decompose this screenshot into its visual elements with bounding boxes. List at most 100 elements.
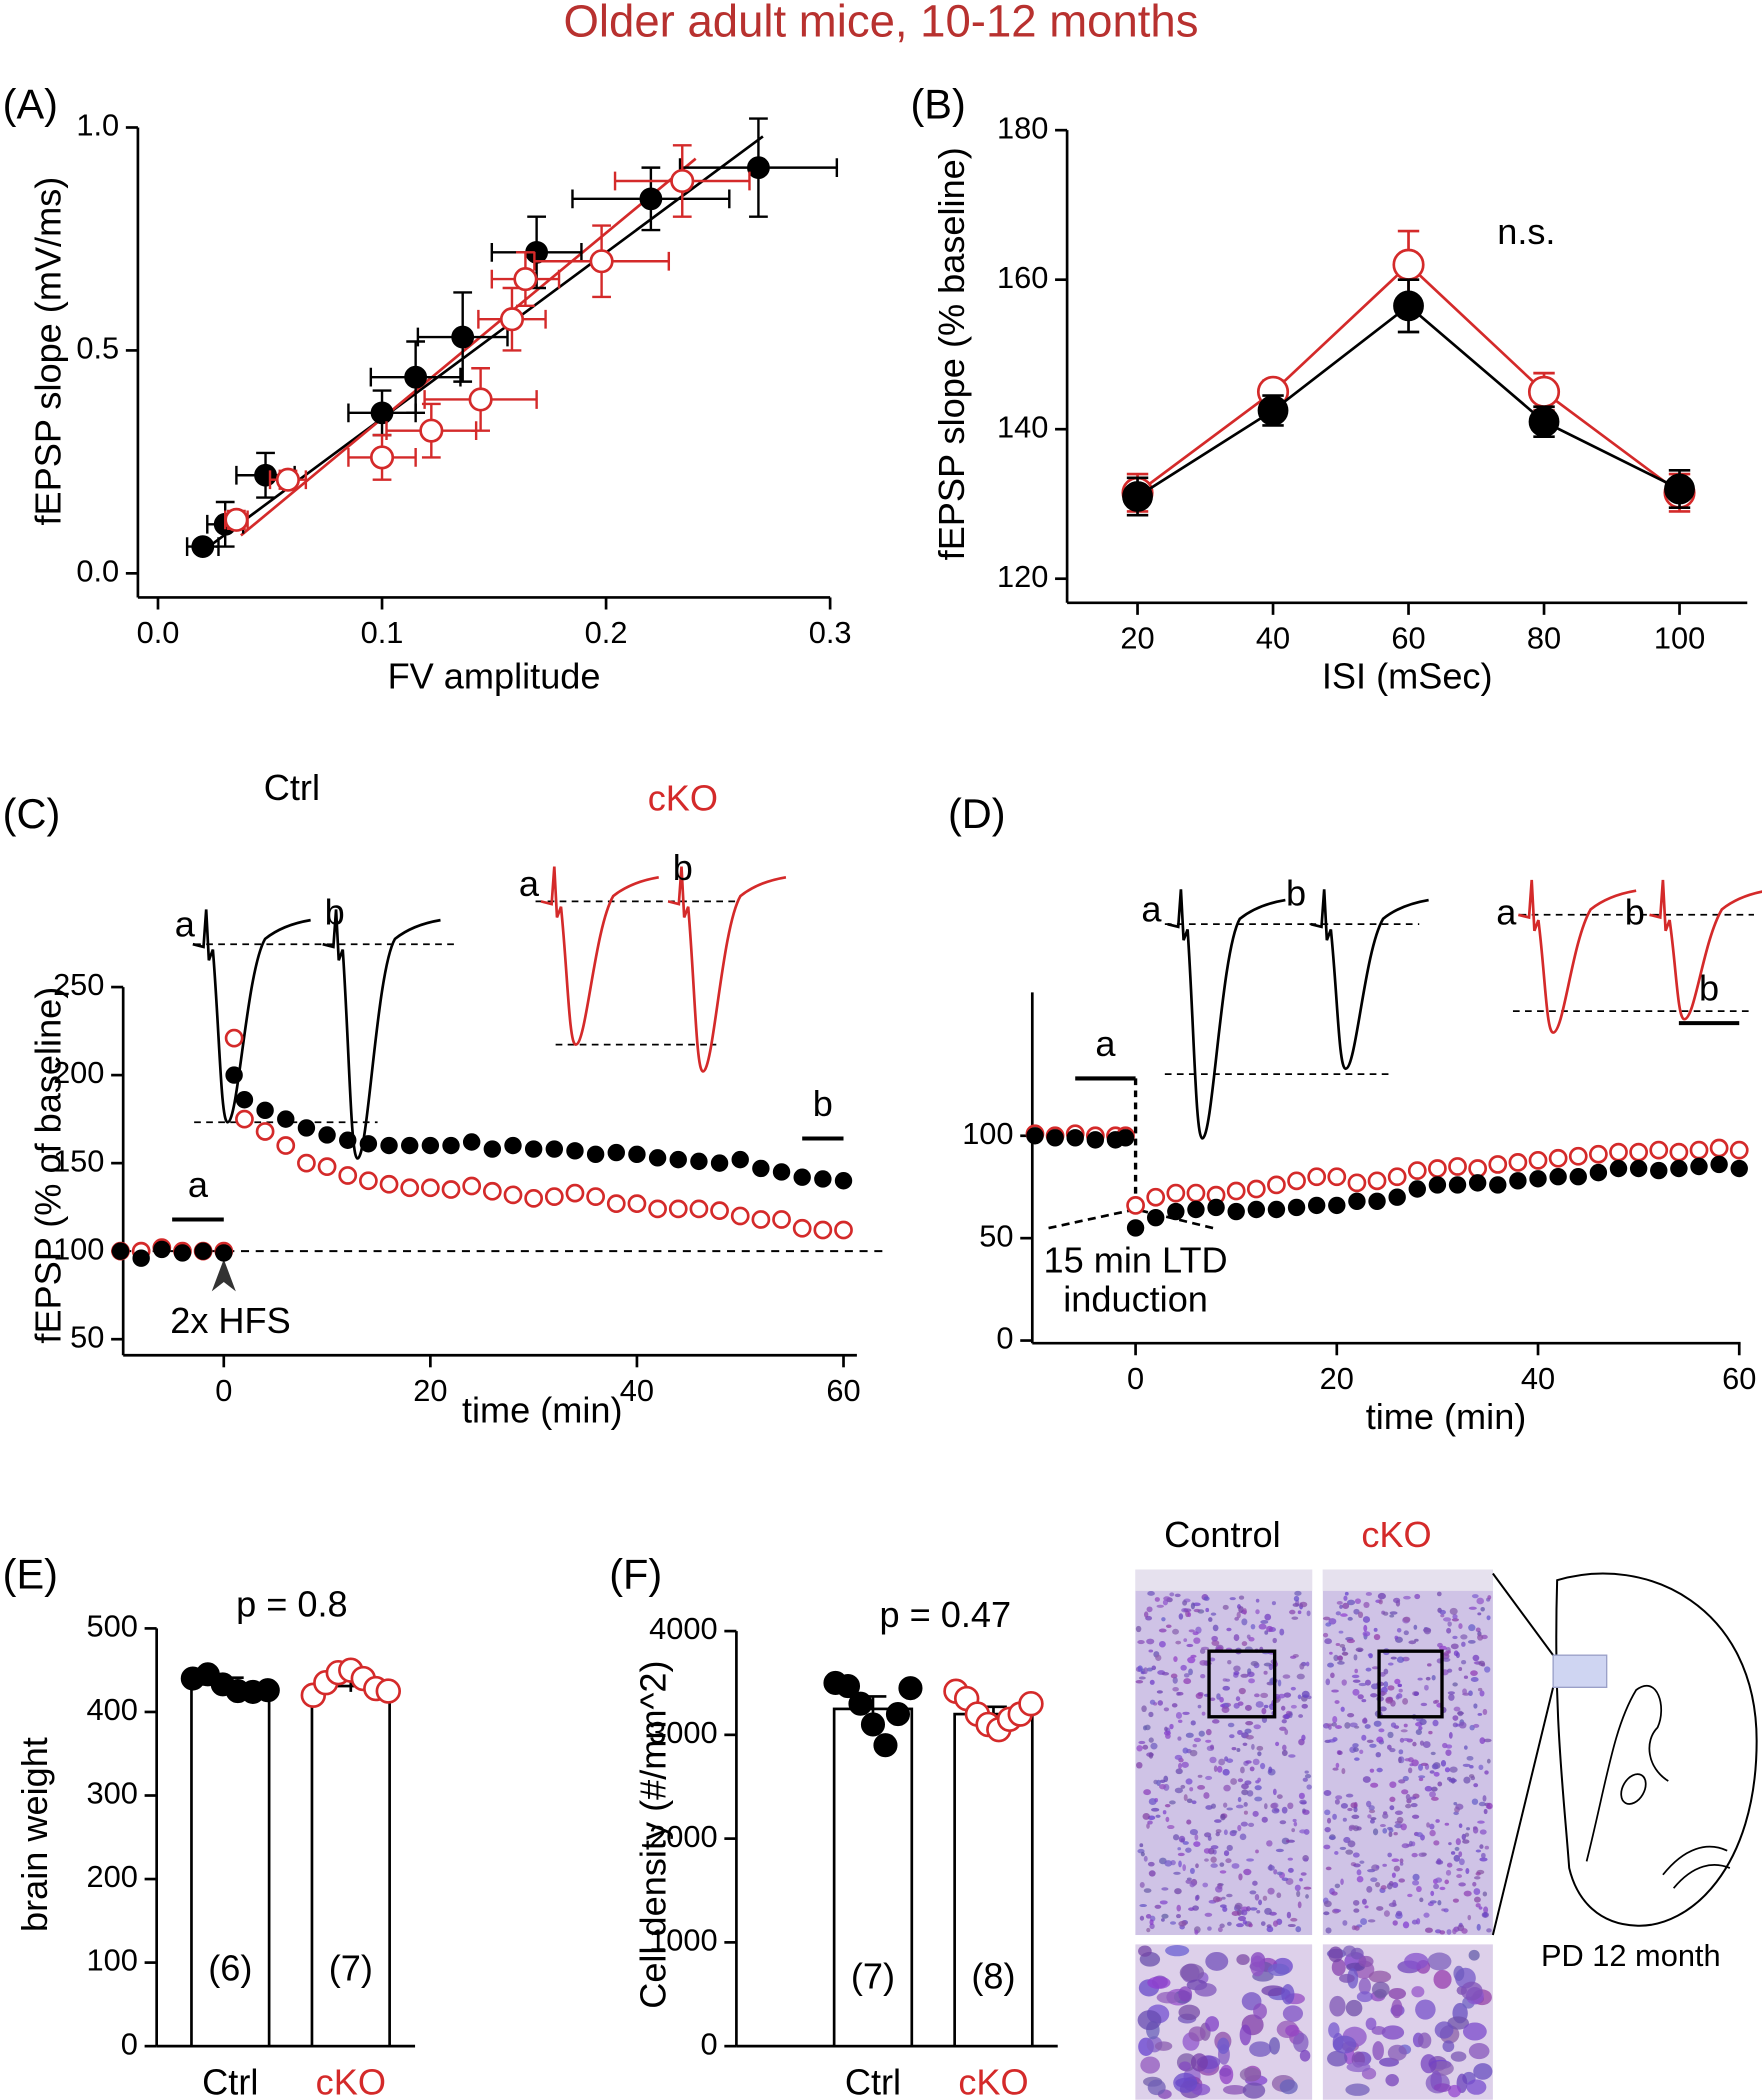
cell xyxy=(1142,1813,1150,1820)
marker xyxy=(1328,1196,1346,1215)
cell xyxy=(1365,1592,1373,1596)
cell xyxy=(1468,1606,1477,1610)
cell xyxy=(1248,1923,1253,1928)
cell xyxy=(1479,1737,1486,1745)
cell xyxy=(1285,2024,1300,2037)
cell xyxy=(1332,1716,1338,1724)
cell xyxy=(1227,1722,1235,1728)
period-label: a xyxy=(188,1164,209,1205)
marker xyxy=(1387,1167,1407,1187)
marker xyxy=(1730,1159,1748,1178)
cell xyxy=(1189,1828,1198,1836)
zoom-box xyxy=(1377,1649,1444,1719)
cell xyxy=(1292,1818,1297,1823)
histology-label: cKO xyxy=(1361,1514,1431,1555)
cell xyxy=(1149,1699,1156,1705)
cell xyxy=(1155,1654,1162,1661)
cell xyxy=(1237,1730,1243,1735)
marker xyxy=(524,1188,544,1208)
cell xyxy=(1327,1662,1334,1668)
marker xyxy=(1122,481,1153,512)
cell xyxy=(1186,1643,1194,1648)
cell xyxy=(1325,1866,1332,1871)
cell xyxy=(1264,1907,1272,1915)
marker xyxy=(1046,1129,1064,1147)
cell xyxy=(1220,1813,1226,1821)
cell xyxy=(1402,1737,1410,1742)
cell xyxy=(1236,1611,1241,1619)
cell xyxy=(1178,1762,1182,1770)
x-tick-label: 0.1 xyxy=(361,615,404,650)
marker xyxy=(639,187,663,211)
marker xyxy=(1116,1129,1135,1147)
cell xyxy=(1393,1865,1401,1872)
cell xyxy=(1254,1796,1263,1802)
cell xyxy=(1389,1611,1398,1615)
connector xyxy=(1491,1687,1555,1936)
y-tick-label: 50 xyxy=(979,1218,1013,1253)
marker xyxy=(751,1210,771,1229)
cell xyxy=(1249,1766,1255,1772)
marker xyxy=(668,1199,688,1219)
cell xyxy=(1339,1846,1347,1850)
y-axis-label: fEPSP slope (mV/ms) xyxy=(27,177,68,526)
cell xyxy=(1433,1969,1452,1989)
cell xyxy=(1328,1836,1336,1840)
inset-trace-label: b xyxy=(673,847,693,888)
cell xyxy=(1340,1878,1344,1885)
cell xyxy=(1254,1693,1260,1698)
cell xyxy=(1436,1591,1442,1597)
n-label: (6) xyxy=(208,1948,252,1989)
cell xyxy=(1185,1778,1193,1785)
cell xyxy=(1286,1712,1293,1716)
cell xyxy=(1448,2084,1462,2098)
cell xyxy=(1147,1820,1153,1825)
marker xyxy=(607,1143,625,1162)
cell xyxy=(1203,1848,1211,1854)
cell xyxy=(1380,1691,1387,1695)
cell xyxy=(1371,1666,1379,1670)
y-tick-label: 200 xyxy=(53,1055,104,1090)
marker xyxy=(835,1674,861,1699)
marker xyxy=(1468,1159,1488,1178)
y-tick-label: 100 xyxy=(53,1231,104,1266)
marker xyxy=(441,1180,461,1199)
cell xyxy=(1353,1908,1360,1913)
cell xyxy=(1148,1711,1154,1718)
marker xyxy=(1709,1138,1729,1158)
cell xyxy=(1452,1682,1458,1687)
cell xyxy=(1388,1902,1397,1908)
cell xyxy=(1346,1638,1355,1644)
cell xyxy=(1479,1829,1487,1835)
cell xyxy=(1177,1847,1182,1851)
cell xyxy=(1484,1666,1491,1673)
cell xyxy=(1165,1816,1170,1823)
cell xyxy=(1149,1679,1155,1685)
cell xyxy=(1254,1785,1262,1791)
cell xyxy=(1361,1699,1367,1703)
cell xyxy=(1362,1776,1371,1783)
marker xyxy=(404,365,428,389)
cell xyxy=(1461,1928,1468,1934)
cell xyxy=(1462,1839,1470,1844)
cell xyxy=(1458,1667,1463,1671)
cell xyxy=(1368,1970,1392,1983)
y-tick-label: 100 xyxy=(87,1943,138,1978)
cell xyxy=(1176,1904,1181,1912)
cell xyxy=(1455,1803,1464,1810)
cell xyxy=(1291,1828,1296,1833)
cell xyxy=(1482,1708,1488,1715)
marker xyxy=(225,1066,243,1084)
cell xyxy=(1433,2083,1452,2092)
histology-image xyxy=(1322,1569,1493,1936)
cell xyxy=(1264,1803,1268,1810)
cell xyxy=(1260,1620,1269,1624)
x-tick-label: 60 xyxy=(1722,1361,1756,1396)
cell xyxy=(1409,1763,1414,1767)
cell xyxy=(1322,1616,1331,1621)
cell xyxy=(1200,1646,1210,1650)
cell xyxy=(1414,1593,1421,1600)
cell xyxy=(1415,1999,1436,2020)
cell xyxy=(1299,1799,1307,1805)
cell xyxy=(1447,1621,1452,1627)
